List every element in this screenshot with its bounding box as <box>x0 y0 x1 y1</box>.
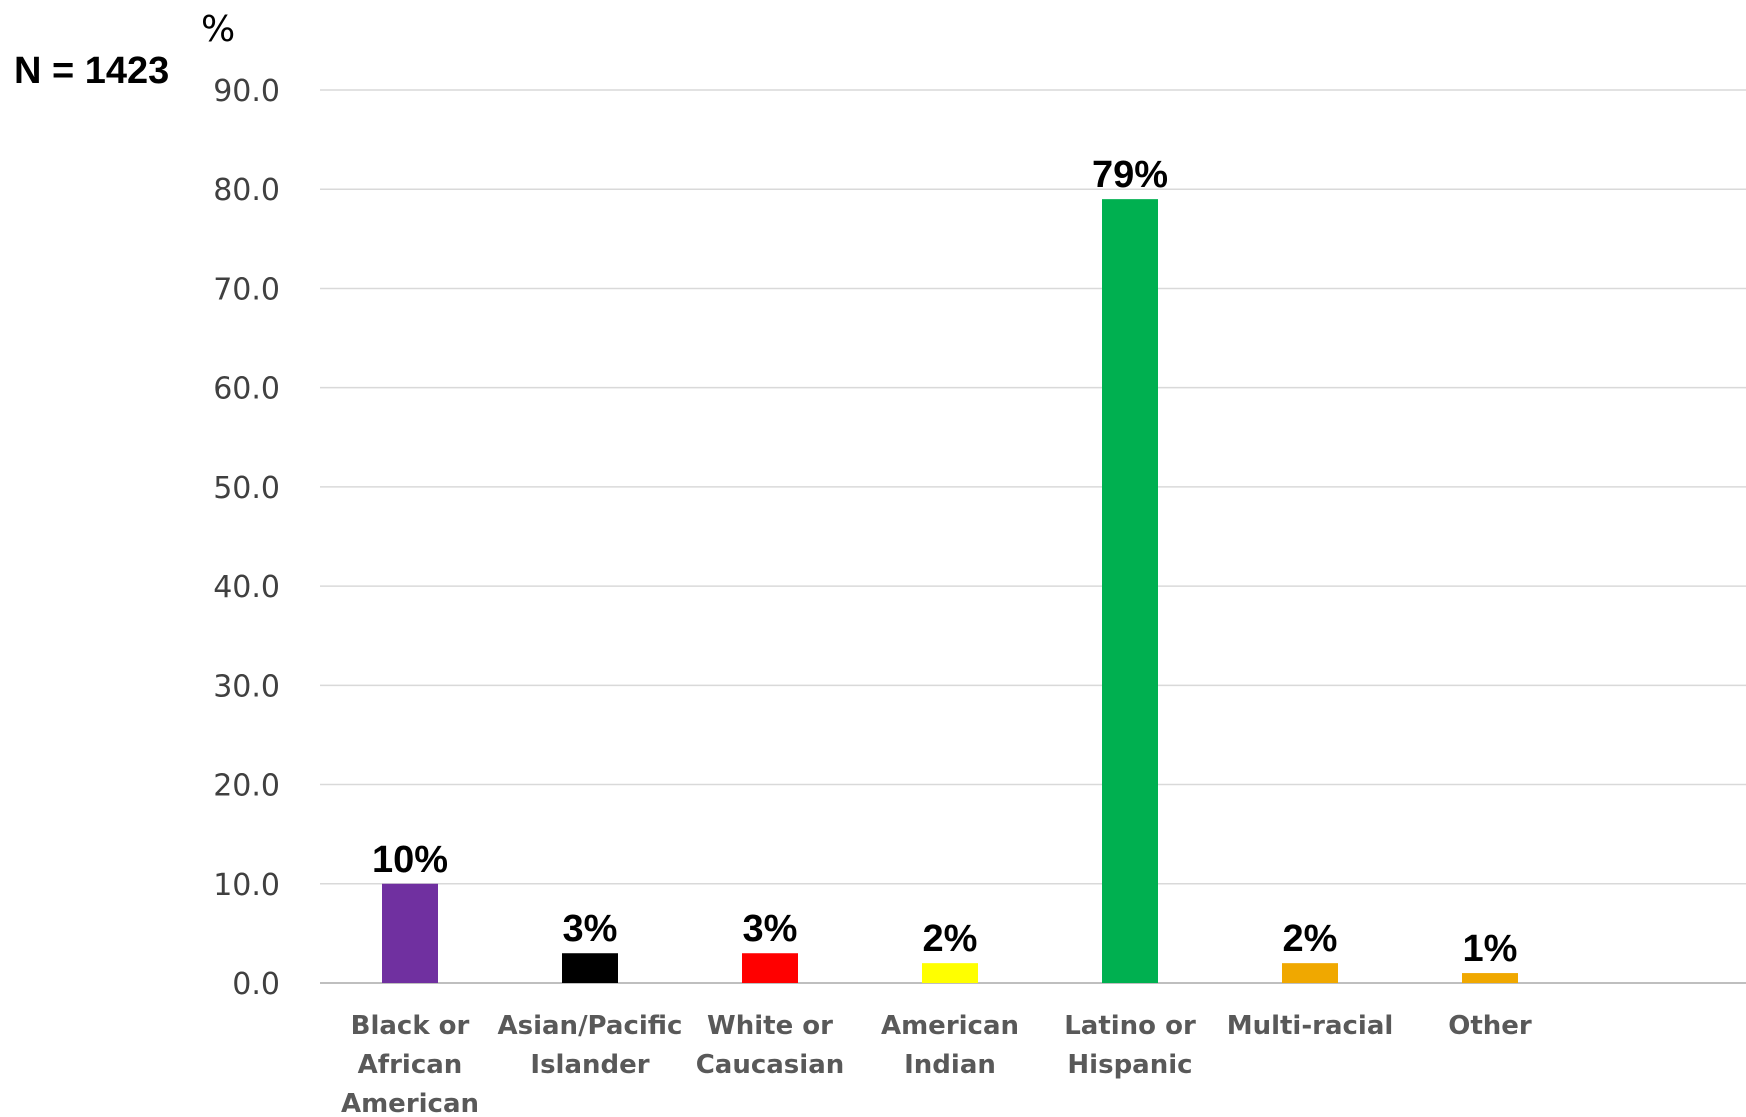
bar <box>562 953 618 983</box>
category-label: Black or African American <box>341 1011 479 1117</box>
y-axis-ticks: 0.0 10.0 20.0 30.0 40.0 50.0 60.0 70.0 80.0 90.0 <box>213 74 280 1002</box>
y-tick-label: 70.0 <box>213 272 280 307</box>
category-label: Asian/Pacific Islander <box>498 1011 683 1080</box>
y-axis-unit-label: % <box>201 9 235 50</box>
bar <box>1462 973 1518 983</box>
y-tick-label: 10.0 <box>213 868 280 903</box>
data-label: 3% <box>743 908 798 950</box>
y-tick-label: 20.0 <box>213 769 280 804</box>
category-label: Multi-racial <box>1227 1011 1394 1041</box>
bar <box>382 883 438 983</box>
y-tick-label: 30.0 <box>213 669 280 704</box>
sample-size-annotation: N = 1423 <box>14 50 169 92</box>
data-label: 79% <box>1092 154 1168 196</box>
category-label: White or Caucasian <box>696 1011 845 1080</box>
bar <box>922 963 978 983</box>
category-label: Latino or Hispanic <box>1064 1011 1196 1080</box>
data-labels: 10% 3% 3% 2% 79% 2% 1% <box>372 154 1517 970</box>
category-labels: Black or African American Asian/Pacific Isla… <box>341 1011 1532 1117</box>
y-tick-label: 50.0 <box>213 471 280 506</box>
data-label: 10% <box>372 839 448 881</box>
bar <box>1102 199 1158 984</box>
category-label: American Indian <box>881 1011 1019 1080</box>
data-label: 2% <box>923 918 978 960</box>
y-tick-label: 0.0 <box>232 967 280 1002</box>
bars <box>382 199 1518 984</box>
gridlines <box>320 89 1746 984</box>
bar <box>742 953 798 983</box>
data-label: 2% <box>1283 918 1338 960</box>
y-tick-label: 90.0 <box>213 74 280 109</box>
y-tick-label: 40.0 <box>213 570 280 605</box>
category-label: Other <box>1448 1011 1532 1041</box>
y-tick-label: 60.0 <box>213 372 280 407</box>
data-label: 1% <box>1463 928 1518 970</box>
bar <box>1282 963 1338 983</box>
data-label: 3% <box>563 908 618 950</box>
y-tick-label: 80.0 <box>213 173 280 208</box>
